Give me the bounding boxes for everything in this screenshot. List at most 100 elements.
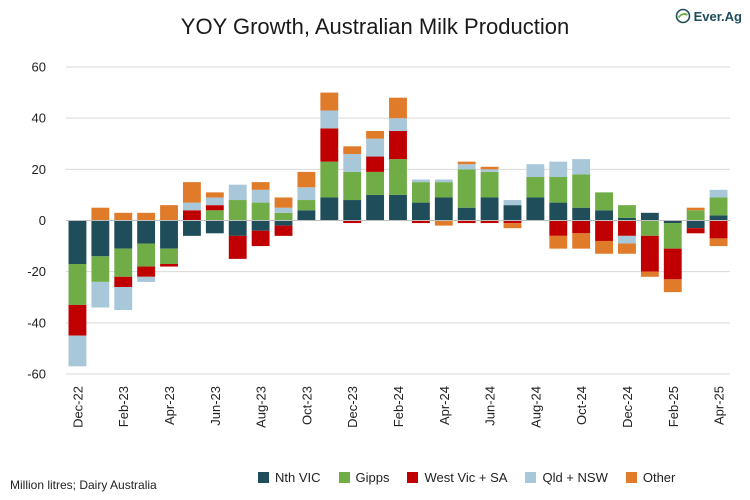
bar-segment [114, 276, 133, 288]
bar-segment [549, 202, 568, 221]
x-tick-label: Jun-23 [208, 386, 223, 426]
x-tick-label: Feb-24 [391, 386, 406, 427]
bar-segment [137, 212, 156, 221]
bar-segment [137, 220, 156, 244]
bar-segment [251, 189, 270, 203]
bar-segment [274, 212, 293, 221]
bar-segment [595, 210, 613, 221]
bar-segment [160, 248, 178, 264]
x-tick-label: Jun-24 [483, 386, 498, 426]
x-tick-label: Apr-24 [437, 386, 452, 425]
bar-segment [503, 200, 522, 206]
bar-segment [114, 287, 133, 311]
bar-segment [366, 156, 385, 172]
bar-segment [480, 220, 499, 224]
bar-segment [343, 146, 362, 154]
x-tick-label: Apr-25 [712, 386, 727, 425]
bar-segment [709, 215, 728, 221]
y-tick-label: 40 [32, 111, 46, 126]
bar-segment [411, 182, 430, 203]
bar-segment [709, 197, 728, 216]
bar-segment [572, 207, 591, 221]
bar-segment [137, 276, 156, 282]
bar-segment [618, 220, 636, 236]
bar-segment [68, 220, 87, 264]
bar-segment [251, 220, 270, 231]
bar-segment [183, 202, 201, 211]
bar-segment [549, 177, 568, 203]
bar-segment [457, 164, 476, 170]
legend-item: West Vic + SA [407, 470, 507, 485]
brand-logo: Ever.Ag [675, 8, 742, 24]
bar-segment [411, 220, 430, 224]
x-tick-label: Dec-24 [620, 386, 635, 428]
legend-label: West Vic + SA [424, 470, 508, 485]
bar-segment [663, 223, 682, 249]
bar-segment [91, 207, 110, 221]
bar-segment [366, 171, 385, 195]
bar-segment [320, 128, 339, 162]
bar-segment [228, 235, 247, 259]
bar-segment [68, 335, 87, 367]
legend: Nth VIC Gipps West Vic + SA Qld + NSW Other [258, 470, 675, 485]
bar-segment [457, 161, 476, 165]
legend-item: Qld + NSW [525, 470, 608, 485]
bar-segment [137, 266, 156, 277]
bar-segment [91, 256, 110, 282]
bar-segment [343, 220, 362, 224]
bar-segment [503, 205, 522, 221]
y-tick-label: -40 [27, 315, 46, 330]
y-tick-label: 60 [32, 60, 46, 75]
legend-label: Nth VIC [275, 470, 321, 485]
bar-segment [526, 197, 545, 221]
source-note: Million litres; Dairy Australia [10, 478, 157, 492]
bar-segment [183, 220, 201, 236]
x-tick-label: Apr-23 [162, 386, 177, 425]
bar-segment [183, 210, 201, 221]
legend-item: Nth VIC [258, 470, 321, 485]
bar-segment [526, 164, 545, 178]
axes: -60 -40 -20 0 20 40 60 Dec-22 Feb-23 Apr-23 Jun-23… [27, 60, 730, 428]
bar-segment [366, 194, 385, 221]
bar-segment [274, 220, 293, 226]
legend-label: Gipps [355, 470, 390, 485]
bar-segment [503, 223, 522, 229]
legend-item: Other [625, 470, 675, 485]
bar-segment [160, 205, 178, 221]
bar-segment [572, 174, 591, 208]
bar-segment [68, 304, 87, 336]
bar-segment [618, 243, 636, 254]
bar-segment [618, 205, 636, 218]
bar-segment [251, 182, 270, 190]
x-tick-label: Aug-24 [528, 386, 543, 428]
y-tick-label: -60 [27, 367, 46, 382]
bar-segment [411, 202, 430, 221]
legend-item: Gipps [338, 470, 390, 485]
bar-segment [228, 184, 247, 201]
bar-segment [572, 233, 591, 249]
bar-segment [389, 159, 407, 195]
bar-segment [434, 197, 453, 221]
bar-segment [640, 271, 659, 277]
bar-segment [709, 238, 728, 247]
bar-segment [686, 210, 705, 221]
bar-segment [320, 92, 339, 111]
bar-segment [251, 230, 270, 247]
bar-segment [114, 220, 133, 249]
x-tick-label: Feb-25 [666, 386, 681, 427]
x-tick-label: Aug-23 [254, 386, 269, 428]
legend-swatch [525, 472, 537, 483]
bar-segment [457, 207, 476, 221]
bar-segment [366, 138, 385, 157]
bar-segment [434, 182, 453, 198]
bar-segment [228, 200, 247, 221]
y-tick-label: -20 [27, 264, 46, 279]
bar-segment [434, 220, 453, 226]
bar-segment [480, 169, 499, 172]
legend-swatch [258, 472, 269, 483]
bars [68, 92, 728, 367]
bar-segment [183, 182, 201, 203]
bar-segment [320, 110, 339, 129]
bar-segment [160, 220, 178, 249]
